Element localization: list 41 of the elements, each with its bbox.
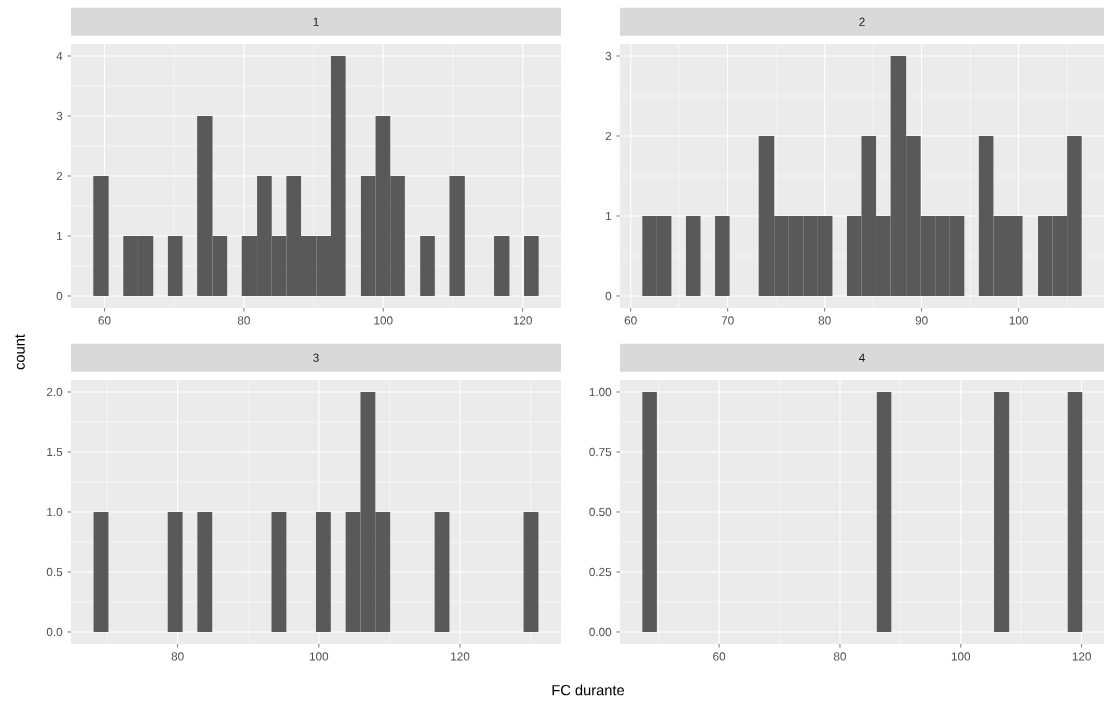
y-tick-label: 0 <box>605 291 612 301</box>
y-tick-label: 1 <box>606 211 612 221</box>
y-tick-label: 0 <box>56 291 63 301</box>
y-tick-label: 3 <box>605 51 612 61</box>
x-tick-label: 100 <box>1009 316 1028 325</box>
x-tick-label: 120 <box>451 652 470 661</box>
y-tick-label: 1.5 <box>47 447 63 457</box>
chart-title: 2 <box>859 17 865 26</box>
y-tick-label: 3 <box>56 111 63 121</box>
x-tick-label: 80 <box>833 652 847 661</box>
x-tick-label: 80 <box>237 316 250 325</box>
y-tick-label: 4 <box>56 51 63 61</box>
y-tick-label: 2 <box>605 131 612 141</box>
x-tick-label: 70 <box>721 316 734 325</box>
y-tick-label: 0.00 <box>589 627 612 637</box>
x-tick-label: 60 <box>713 652 726 661</box>
y-tick-label: 2 <box>56 171 63 181</box>
x-tick-label: 100 <box>951 652 971 661</box>
chart-title: 1 <box>313 17 319 26</box>
y-axis-title: count <box>15 334 25 370</box>
chart-title: 4 <box>859 353 865 362</box>
x-tick-label: 100 <box>374 316 393 325</box>
chart-title: 3 <box>313 353 319 362</box>
x-tick-label: 60 <box>624 316 637 325</box>
y-tick-label: 0.5 <box>46 567 63 577</box>
x-tick-label: 60 <box>98 316 111 325</box>
y-tick-label: 1 <box>57 231 63 241</box>
x-tick-label: 80 <box>818 316 831 325</box>
y-tick-label: 0.0 <box>46 627 63 637</box>
y-tick-label: 2.0 <box>46 387 63 397</box>
y-tick-label: 1.00 <box>589 387 612 397</box>
x-tick-label: 80 <box>171 652 184 661</box>
y-tick-label: 0.25 <box>589 567 612 577</box>
x-axis-title: FC durante <box>552 684 625 696</box>
x-tick-label: 120 <box>1072 652 1091 661</box>
y-tick-label: 0.50 <box>589 507 612 517</box>
x-tick-label: 90 <box>915 316 928 325</box>
y-tick-label: 1.0 <box>47 507 63 517</box>
x-tick-label: 120 <box>513 316 532 325</box>
y-tick-label: 0.75 <box>589 447 612 457</box>
x-tick-label: 100 <box>309 652 329 661</box>
